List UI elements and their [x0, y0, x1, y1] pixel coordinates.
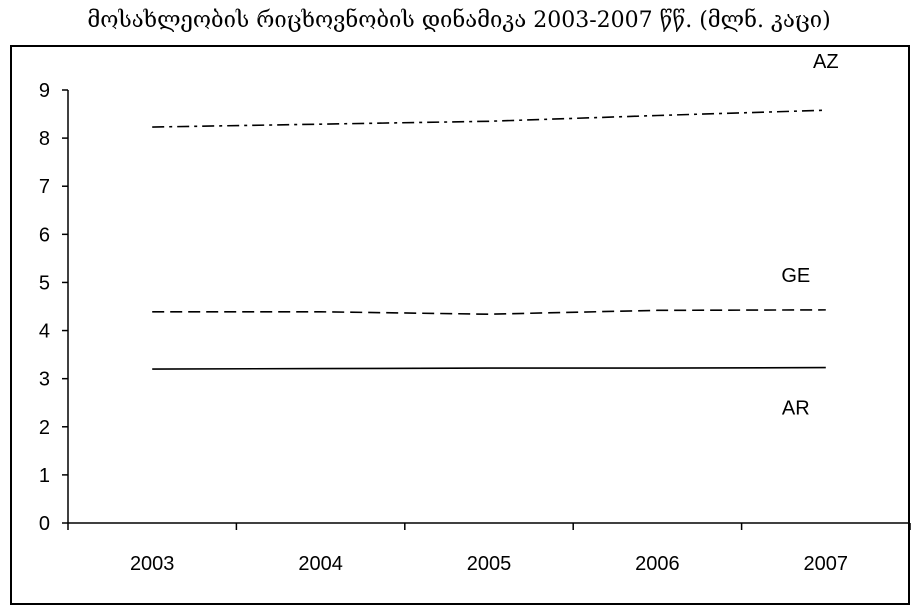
y-tick-label: 8 — [39, 128, 50, 150]
series-label-ar: AR — [782, 398, 810, 420]
x-tick-label: 2006 — [635, 553, 680, 575]
tick-labels: 0 1 2 3 4 5 6 7 8 9 2003 2004 2005 2006 2007 — [39, 80, 848, 575]
chart-title: მოსახლეობის რიცხოვნობის დინამიკა 2003-20… — [87, 8, 831, 33]
x-tick-label: 2003 — [130, 553, 175, 575]
y-tick-label: 3 — [39, 369, 50, 391]
y-tick-label: 4 — [39, 321, 50, 343]
series-line-ar — [152, 366, 826, 370]
x-tick-label: 2004 — [298, 553, 343, 575]
y-tick-label: 9 — [39, 80, 50, 102]
series-label-az: AZ — [813, 51, 839, 73]
y-tick-label: 0 — [39, 513, 50, 535]
series-lines — [152, 109, 826, 370]
x-tick-label: 2007 — [804, 553, 849, 575]
series-label-ge: GE — [781, 265, 810, 287]
y-tick-label: 7 — [39, 176, 50, 198]
series-line-az — [152, 109, 826, 128]
y-tick-label: 6 — [39, 224, 50, 246]
series-labels: AZ GE AR — [781, 51, 838, 419]
x-tick-label: 2005 — [467, 553, 512, 575]
y-tick-label: 2 — [39, 417, 50, 439]
y-tick-label: 5 — [39, 272, 50, 294]
axes — [62, 89, 911, 530]
series-line-ge — [152, 309, 826, 315]
y-tick-label: 1 — [39, 465, 50, 487]
